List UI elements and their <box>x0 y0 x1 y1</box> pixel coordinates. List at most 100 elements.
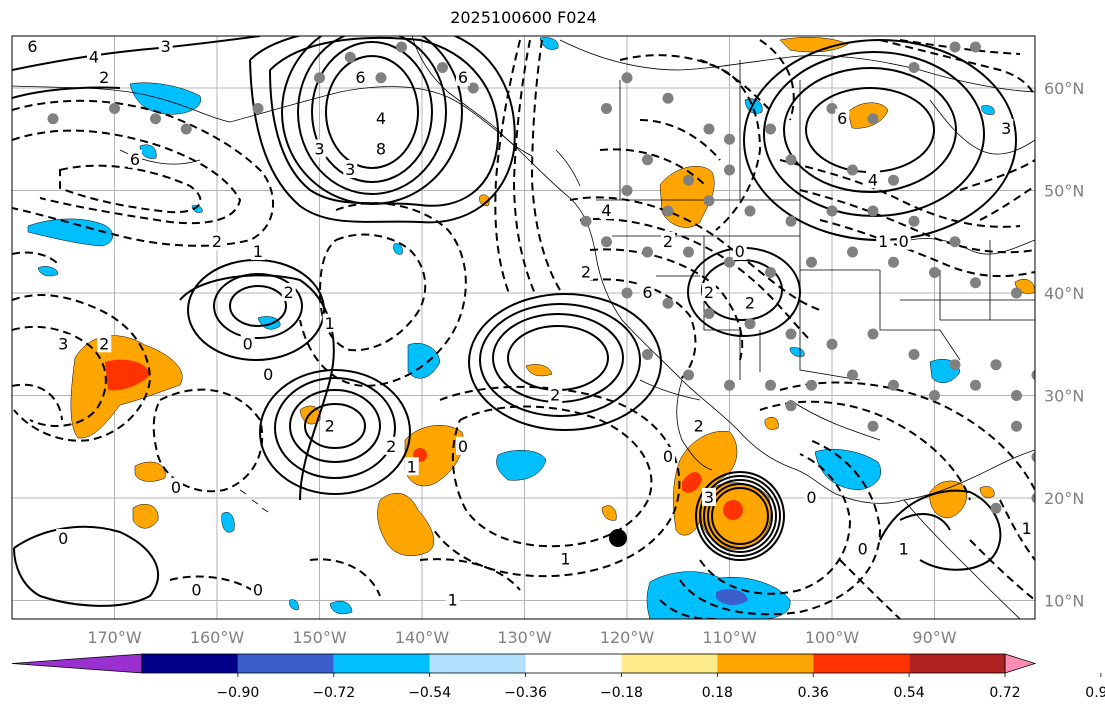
contour-label: 2 <box>745 293 755 312</box>
station-dot <box>109 103 120 114</box>
station-dot <box>806 379 817 391</box>
colorbar-tick-label: −0.90 <box>216 685 259 701</box>
colorbar-extend-low <box>11 653 143 674</box>
contour-label: 2 <box>212 232 222 251</box>
contour-label: 1 <box>1022 519 1032 538</box>
station-dot <box>703 308 715 319</box>
latitude-tick-label: 30°N <box>1044 387 1084 406</box>
map-background <box>12 36 1035 619</box>
contour-label-bg <box>312 139 327 158</box>
contour-label: 2 <box>99 68 109 87</box>
contour-label: 0 <box>858 539 868 558</box>
station-dot <box>662 205 674 217</box>
contour-label-bg <box>251 580 265 599</box>
contour-label-bg <box>384 436 399 455</box>
latitude-tick-label: 40°N <box>1044 284 1084 303</box>
station-dot <box>888 379 899 391</box>
contour-label: 2 <box>99 334 109 353</box>
station-dot <box>180 123 192 135</box>
contour-label-bg <box>261 365 276 383</box>
station-dot <box>970 277 981 289</box>
contour-label-bg <box>210 231 224 250</box>
station-dot <box>847 369 858 381</box>
contour-label: 1 <box>253 242 263 261</box>
station-dot <box>867 420 879 432</box>
station-dot <box>826 338 838 350</box>
station-dot <box>642 246 653 258</box>
longitude-tick-label: 90°W <box>912 628 956 647</box>
station-dot <box>867 328 879 340</box>
contour-label: 2 <box>694 416 704 435</box>
station-dot <box>601 103 612 114</box>
station-dot <box>314 72 325 84</box>
contour-label: 0 <box>243 334 253 353</box>
colorbar-tick-label: 0.36 <box>798 685 829 701</box>
station-dot <box>621 185 633 196</box>
station-dot <box>683 369 694 381</box>
station-dot <box>908 215 920 227</box>
contour-label: 1 <box>407 457 417 476</box>
contour-label-bg <box>169 477 183 496</box>
station-dot <box>744 318 756 330</box>
station-dot <box>908 349 920 360</box>
contour-label: 0 <box>663 447 673 466</box>
station-dot <box>662 297 674 309</box>
contour-label-bg <box>896 539 911 558</box>
contour-label-bg <box>56 334 71 353</box>
station-dot <box>908 62 920 73</box>
contour-label-bg <box>56 529 71 547</box>
contour-label: 1 <box>899 539 909 558</box>
station-dot <box>990 502 1002 514</box>
station-dot <box>467 82 479 94</box>
station-dot <box>847 164 858 176</box>
contour-label-bg <box>548 385 563 404</box>
contour-label-bg <box>251 242 265 260</box>
station-dot <box>785 215 797 227</box>
contour-label: 0 <box>899 232 909 251</box>
station-dot <box>888 256 899 268</box>
contour-label: 0 <box>253 580 263 599</box>
longitude-tick-label: 120°W <box>600 628 655 647</box>
station-dot <box>47 113 59 125</box>
contour-label: 3 <box>345 160 355 179</box>
station-dot <box>252 103 264 114</box>
station-dot <box>785 400 797 412</box>
colorbar-tick-label: −0.18 <box>600 685 643 701</box>
station-dot <box>949 41 961 53</box>
station-dot <box>929 390 940 401</box>
contour-label: 4 <box>868 170 878 189</box>
contour-label-bg <box>343 160 358 178</box>
colorbar-segment <box>333 654 430 673</box>
station-dot <box>867 205 879 217</box>
contour-label-bg <box>640 283 655 301</box>
contour-label: 2 <box>663 232 673 251</box>
colorbar-frame <box>141 653 1006 674</box>
station-dot <box>1031 451 1035 463</box>
contour-label: 6 <box>837 109 847 128</box>
contour-label-bg <box>702 488 716 506</box>
station-dot <box>703 195 715 207</box>
contour-label: 1 <box>878 232 888 251</box>
contour-label: 0 <box>458 437 468 456</box>
station-dot <box>396 41 407 53</box>
contour-label-bg <box>322 416 337 435</box>
colorbar-extend-high <box>1004 653 1037 674</box>
station-dot <box>1031 369 1035 381</box>
station-dot <box>888 174 899 186</box>
station-dot <box>949 359 961 371</box>
contour-label-bg <box>128 149 142 168</box>
contour-label-bg <box>445 590 460 609</box>
dashed-contours <box>12 39 1035 619</box>
longitude-tick-label: 110°W <box>702 628 757 647</box>
station-dot <box>724 133 735 145</box>
station-dot <box>765 123 776 135</box>
contour-label-bg <box>999 119 1014 137</box>
contour-label: 0 <box>58 529 68 548</box>
station-dot <box>1011 287 1022 299</box>
longitude-tick-label: 160°W <box>190 628 245 647</box>
colorbar-segment <box>525 654 622 673</box>
contour-label-bg <box>87 47 101 66</box>
station-dot <box>683 246 694 258</box>
colorbar-tick-label: 0.72 <box>989 685 1020 701</box>
contour-label: 1 <box>325 314 335 333</box>
